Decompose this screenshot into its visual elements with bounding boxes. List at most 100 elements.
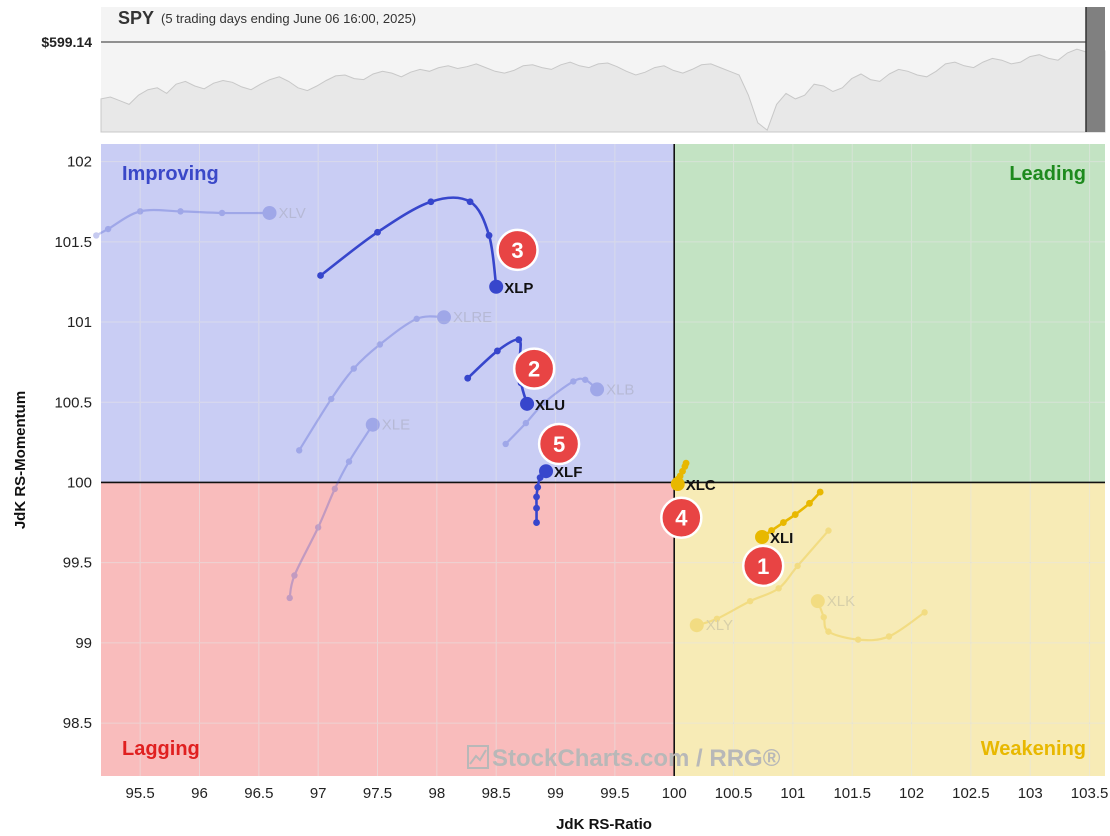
tail-xlv: XLV: [93, 205, 306, 239]
tail-point: [466, 198, 474, 206]
tail-point: [816, 488, 824, 496]
tail-label: XLC: [686, 477, 716, 494]
stockcharts-logo-icon: [467, 745, 489, 769]
x-tick-label: 97: [310, 785, 327, 802]
quadrant-improving: [101, 144, 675, 483]
tail-point: [779, 519, 787, 526]
y-tick-label: 100.5: [54, 394, 92, 411]
tail-point: [775, 585, 782, 592]
quadrant-label-weakening: Weakening: [981, 738, 1086, 760]
x-axis-label: JdK RS-Ratio: [556, 816, 652, 833]
x-tick-label: 102.5: [952, 785, 990, 802]
tail-point: [136, 208, 144, 215]
callout-1: 1: [741, 544, 785, 588]
tail-point: [791, 511, 799, 518]
tail-head: [689, 618, 704, 633]
quadrant-lagging: [101, 482, 675, 776]
tail-point: [541, 399, 549, 406]
quadrant-label-leading: Leading: [1009, 163, 1086, 185]
x-tick-label: 101.5: [833, 785, 871, 802]
x-tick-label: 95.5: [126, 785, 155, 802]
tail-line: [298, 315, 445, 451]
tail-point: [794, 562, 801, 570]
highlighted-tails: XLP XLU XLF XLC XLI: [317, 196, 824, 547]
tail-point: [854, 636, 862, 643]
callout-badge: [512, 347, 556, 390]
quadrant-leading: [674, 144, 1105, 483]
tail-xle: XLE: [286, 417, 410, 602]
tail-label: XLY: [706, 617, 733, 634]
quadrant-weakening: [674, 482, 1105, 776]
tail-xli: XLI: [755, 488, 824, 547]
x-axis: 95.5 96 96.5 97 97.5 98 98.5 99 99.5 100 100.5 101 1…: [126, 785, 1109, 802]
tail-xlre: XLRE: [295, 309, 492, 454]
callout-4: 4: [660, 496, 703, 539]
tail-point: [515, 336, 523, 344]
tail-point: [806, 499, 813, 507]
tail-head: [810, 594, 825, 609]
y-tick-label: 101.5: [54, 234, 92, 251]
callout-number: 4: [675, 506, 688, 531]
tail-point: [427, 198, 435, 206]
x-tick-label: 100.5: [715, 785, 753, 802]
tail-line: [288, 424, 374, 599]
x-tick-label: 102: [899, 785, 924, 802]
tail-point: [464, 374, 472, 382]
x-tick-label: 101: [780, 785, 805, 802]
quadrant-label-lagging: Lagging: [122, 738, 200, 760]
callout-2: 2: [512, 347, 556, 390]
x-tick-label: 98.5: [482, 785, 511, 802]
callout-badge: [741, 544, 785, 588]
callout-5: 5: [537, 422, 581, 466]
callout-number: 1: [757, 554, 769, 579]
tail-point: [286, 594, 293, 602]
tail-label: XLI: [770, 530, 793, 547]
tail-head: [489, 279, 504, 294]
tail-label: XLE: [382, 417, 410, 434]
tail-head: [590, 382, 605, 397]
y-tick-label: 102: [67, 154, 92, 171]
tail-point: [331, 485, 338, 493]
callouts: 1 2 3 4 5: [496, 228, 785, 588]
tail-label: XLRE: [453, 309, 492, 326]
tail-label: XLF: [554, 464, 582, 481]
price-area: [100, 48, 1106, 133]
tail-point: [825, 628, 832, 635]
y-tick-label: 100: [67, 474, 92, 491]
tail-point: [328, 395, 335, 403]
grid: [101, 144, 1105, 776]
quadrant-label-improving: Improving: [122, 163, 219, 185]
tail-head: [262, 205, 277, 220]
period-highlight: [1086, 7, 1105, 132]
tail-point: [177, 208, 184, 215]
callout-badge: [496, 228, 539, 272]
tail-point: [295, 447, 303, 454]
quadrants: [101, 144, 1105, 776]
x-tick-label: 97.5: [363, 785, 392, 802]
tail-point: [921, 609, 928, 616]
price-symbol: SPY: [118, 8, 154, 28]
tail-point: [413, 315, 420, 323]
tail-label: XLU: [535, 397, 565, 414]
tail-xly: XLY: [689, 527, 832, 634]
tail-line: [696, 529, 830, 627]
tail-xlk: XLK: [810, 593, 928, 643]
tail-line: [95, 208, 270, 237]
x-tick-label: 100: [662, 785, 687, 802]
tail-point: [345, 458, 353, 465]
tail-point: [885, 633, 893, 640]
tail-head: [670, 477, 685, 492]
tail-point: [746, 597, 754, 605]
callout-number: 3: [511, 238, 523, 263]
tail-point: [493, 347, 501, 355]
tail-xlp: XLP: [317, 196, 533, 297]
x-tick-label: 96: [191, 785, 208, 802]
x-tick-label: 99.5: [600, 785, 629, 802]
tail-point: [291, 572, 298, 579]
tail-point: [820, 613, 827, 621]
price-subtitle: (5 trading days ending June 06 16:00, 20…: [161, 11, 416, 26]
tail-xlf: XLF: [533, 464, 582, 526]
x-tick-label: 99: [547, 785, 564, 802]
y-tick-label: 101: [67, 314, 92, 331]
